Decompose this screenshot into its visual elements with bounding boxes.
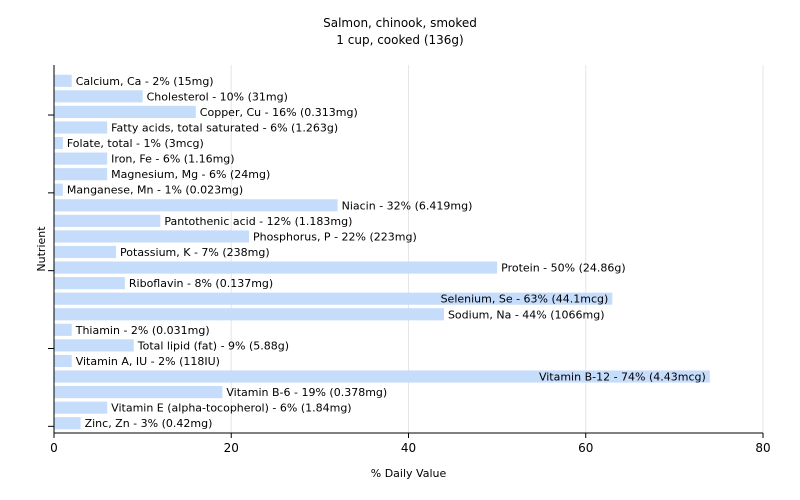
bar: [54, 168, 108, 181]
bar: [54, 214, 161, 227]
bar: [54, 261, 498, 274]
bar: [54, 136, 63, 150]
bar: [54, 230, 249, 243]
bar: [54, 199, 338, 212]
bar: [54, 121, 108, 134]
data-label: Folate, total - 1% (3mcg): [67, 137, 204, 150]
bar: [54, 308, 444, 321]
data-label: Vitamin A, IU - 2% (118IU): [76, 355, 220, 368]
data-label: Pantothenic acid - 12% (1.183mg): [164, 215, 352, 228]
x-axis-label: % Daily Value: [371, 467, 447, 480]
data-label: Cholesterol - 10% (31mg): [147, 90, 288, 103]
x-tick-label: 0: [50, 441, 58, 455]
data-label: Manganese, Mn - 1% (0.023mg): [67, 184, 243, 197]
x-tick-label: 20: [224, 441, 239, 455]
data-label: Thiamin - 2% (0.031mg): [75, 324, 210, 337]
bar: [54, 277, 125, 290]
data-label: Vitamin B-12 - 74% (4.43mcg): [539, 371, 706, 384]
data-label: Magnesium, Mg - 6% (24mg): [111, 168, 270, 181]
data-label: Vitamin E (alpha-tocopherol) - 6% (1.84m…: [111, 402, 351, 415]
data-label: Protein - 50% (24.86g): [501, 262, 626, 275]
bar: [54, 386, 223, 399]
chart-subtitle: 1 cup, cooked (136g): [336, 33, 464, 47]
bar: [54, 90, 143, 103]
bar: [54, 370, 710, 383]
x-tick-label: 80: [755, 441, 770, 455]
y-axis-label: Nutrient: [35, 226, 48, 272]
bar: [54, 292, 613, 305]
data-label: Niacin - 32% (6.419mg): [342, 199, 473, 212]
bar: [54, 417, 81, 430]
bar: [54, 245, 117, 259]
data-label: Copper, Cu - 16% (0.313mg): [200, 106, 358, 119]
x-tick-label: 40: [401, 441, 416, 455]
bar: [54, 183, 63, 196]
data-label: Phosphorus, P - 22% (223mg): [253, 230, 417, 243]
data-label: Sodium, Na - 44% (1066mg): [448, 308, 605, 321]
bar: [54, 339, 134, 352]
data-label: Zinc, Zn - 3% (0.42mg): [85, 417, 213, 430]
bar: [54, 105, 196, 118]
bar: [54, 354, 72, 368]
chart-title: Salmon, chinook, smoked: [323, 16, 477, 30]
bar: [54, 74, 72, 87]
data-label: Fatty acids, total saturated - 6% (1.263…: [111, 121, 338, 134]
data-label: Potassium, K - 7% (238mg): [120, 246, 270, 259]
bar: [54, 152, 108, 165]
data-label: Calcium, Ca - 2% (15mg): [76, 75, 214, 88]
bar: [54, 401, 108, 414]
x-tick-label: 60: [578, 441, 593, 455]
data-label: Total lipid (fat) - 9% (5.88g): [137, 339, 289, 352]
data-label: Vitamin B-6 - 19% (0.378mg): [226, 386, 387, 399]
data-label: Iron, Fe - 6% (1.16mg): [111, 153, 234, 166]
data-label: Riboflavin - 8% (0.137mg): [129, 277, 273, 290]
data-label: Selenium, Se - 63% (44.1mcg): [441, 293, 609, 306]
bar: [54, 323, 72, 336]
